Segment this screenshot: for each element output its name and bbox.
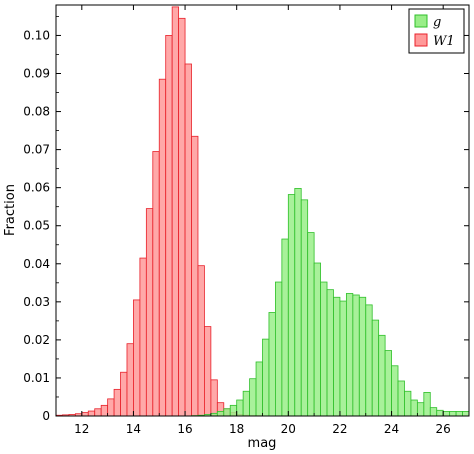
y-tick-label: 0.09	[23, 67, 50, 81]
bar-w1	[184, 63, 192, 417]
bar-g	[255, 361, 263, 417]
y-tick-label: 0.10	[23, 28, 50, 42]
bar-g	[249, 378, 257, 417]
bar-w1	[158, 78, 167, 417]
x-tick-label: 12	[74, 422, 89, 436]
bar-w1	[191, 135, 199, 417]
bar-g	[391, 365, 399, 417]
bar-g	[300, 199, 309, 417]
bar-g	[436, 409, 444, 417]
bar-g	[365, 304, 373, 417]
y-tick-label: 0.05	[23, 219, 50, 233]
bar-g	[275, 281, 283, 417]
bar-g	[320, 281, 328, 417]
bar-w1	[100, 404, 109, 417]
bar-g	[462, 411, 470, 417]
x-tick-label: 18	[229, 422, 244, 436]
x-axis: 12 14 16 18 20 22 24 26	[55, 5, 470, 436]
y-tick-label: 0.02	[23, 333, 50, 347]
bar-w1	[204, 326, 212, 417]
y-axis-label: Fraction	[3, 184, 18, 236]
x-tick-label: 22	[332, 422, 347, 436]
legend-swatch-w1	[414, 33, 428, 47]
bar-g	[242, 390, 250, 417]
bar-g	[358, 296, 367, 417]
bar-g	[397, 380, 405, 417]
bar-w1	[87, 410, 96, 417]
x-tick-label: 24	[384, 422, 399, 436]
y-tick-label: 0.04	[23, 257, 50, 271]
bar-g	[223, 408, 231, 417]
x-axis-label: mag	[248, 436, 277, 451]
legend-swatch-g	[414, 14, 428, 28]
bars-layer	[55, 6, 470, 417]
y-tick-label: 0.01	[23, 371, 50, 385]
x-tick-label: 20	[281, 422, 296, 436]
bar-w1	[165, 35, 173, 417]
bar-g	[371, 319, 380, 417]
legend: g W1	[408, 8, 465, 54]
legend-label-w1: W1	[433, 34, 455, 49]
y-tick-label: 0.03	[23, 295, 50, 309]
bar-g	[281, 238, 289, 417]
bar-g	[262, 338, 270, 417]
y-tick-label: 0.08	[23, 105, 50, 119]
bar-w1	[81, 412, 89, 417]
bar-w1	[145, 208, 154, 417]
bar-w1	[120, 371, 128, 417]
bar-g	[294, 188, 302, 417]
bar-w1	[107, 398, 115, 417]
bar-w1	[139, 257, 147, 417]
y-tick-label: 0.06	[23, 181, 50, 195]
bar-g	[384, 350, 392, 417]
bar-g	[378, 334, 386, 417]
bar-w1	[197, 265, 205, 417]
bar-g	[313, 262, 321, 417]
bar-g	[410, 399, 418, 417]
bar-g	[339, 300, 347, 417]
bar-w1	[152, 151, 160, 417]
bar-g	[404, 390, 412, 417]
bar-g	[455, 411, 463, 417]
bar-w1	[94, 408, 102, 417]
bar-w1	[210, 379, 218, 417]
bar-g	[352, 294, 360, 417]
bar-g	[216, 411, 225, 417]
x-tick-label: 16	[177, 422, 192, 436]
y-axis: 0 0.01 0.02 0.03 0.04 0.05 0.06 0.07 0.08 0.09 0.1…	[23, 16, 469, 423]
bar-g	[416, 402, 425, 417]
bar-g	[307, 232, 315, 417]
bar-w1	[171, 6, 180, 417]
bar-g	[449, 411, 457, 417]
x-tick-label: 14	[126, 422, 141, 436]
bar-w1	[133, 299, 141, 417]
bar-g	[429, 407, 438, 417]
bar-g	[268, 312, 276, 417]
x-tick-label: 26	[436, 422, 451, 436]
bar-g	[345, 293, 354, 417]
y-tick-label: 0.07	[23, 143, 50, 157]
bar-g	[287, 194, 296, 417]
legend-label-g: g	[433, 15, 441, 30]
y-tick-label: 0	[42, 409, 50, 423]
bar-g	[236, 399, 244, 417]
bar-g	[326, 289, 334, 417]
bar-g	[333, 296, 341, 417]
bar-g	[423, 392, 431, 417]
bar-w1	[113, 388, 121, 417]
bar-g	[229, 404, 238, 417]
bar-g	[442, 411, 451, 417]
bar-w1	[126, 343, 134, 417]
bar-w1	[178, 17, 186, 417]
